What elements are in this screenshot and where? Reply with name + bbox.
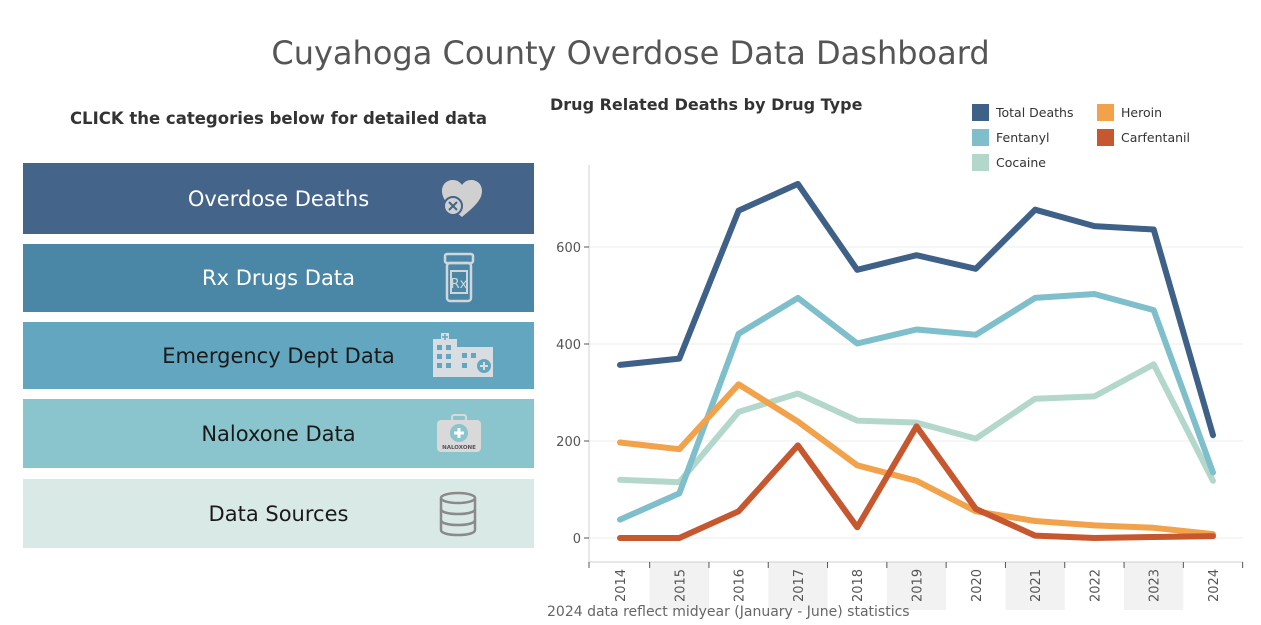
emergency-dept-data-label: Emergency Dept Data [162,343,395,368]
x-tick-label: 2015 [673,569,688,602]
rx-drugs-data-button[interactable]: Rx Drugs Data Rx [23,244,534,312]
legend-label: Heroin [1121,105,1162,120]
series-line-fentanyl [617,291,1216,523]
x-tick-label: 2024 [1207,569,1222,602]
column-band [1005,562,1065,610]
naloxone-data-button[interactable]: Naloxone Data NALOXONE [23,399,534,468]
emergency-dept-data-button[interactable]: Emergency Dept Data [23,322,534,389]
legend-item[interactable]: Heroin [1097,104,1162,121]
chart-legend: Total Deaths Fentanyl Cocaine Heroin Carfent… [972,104,1212,176]
column-band [1124,562,1184,610]
pill-bottle-icon: Rx [443,244,475,312]
series-line-heroin [617,381,1216,538]
legend-label: Carfentanil [1121,130,1190,145]
x-tick-label: 2018 [851,569,866,602]
y-tick-label: 600 [556,241,581,256]
column-band [649,562,709,610]
rx-drugs-data-label: Rx Drugs Data [202,266,355,290]
naloxone-kit-icon: NALOXONE [435,399,483,468]
chart-title: Drug Related Deaths by Drug Type [550,95,863,114]
data-sources-label: Data Sources [208,501,349,526]
overdose-deaths-label: Overdose Deaths [187,186,370,211]
heart-x-icon [440,163,484,234]
column-band [768,562,828,610]
legend-swatch [972,154,989,171]
x-tick-label: 2022 [1088,569,1103,602]
legend-label: Total Deaths [996,105,1074,120]
legend-swatch [972,104,989,121]
y-tick-label: 400 [556,338,581,353]
x-tick-label: 2021 [1029,569,1044,602]
legend-label: Cocaine [996,155,1046,170]
legend-item[interactable]: Cocaine [972,154,1046,171]
svg-text:Rx: Rx [451,277,468,292]
database-icon [438,479,478,548]
legend-swatch [1097,104,1114,121]
legend-swatch [1097,129,1114,146]
data-sources-button[interactable]: Data Sources [23,479,534,548]
overdose-deaths-button[interactable]: Overdose Deaths [23,163,534,234]
x-tick-label: 2019 [911,569,926,602]
click-hint: CLICK the categories below for detailed … [69,109,488,128]
legend-item[interactable]: Carfentanil [1097,129,1190,146]
series-line-carfentanil [617,423,1216,541]
hospital-icon [431,322,495,389]
x-tick-label: 2020 [970,569,985,602]
x-tick-label: 2023 [1148,569,1163,602]
y-tick-label: 200 [556,435,581,450]
footnote: 2024 data reflect midyear (January - Jun… [547,604,910,620]
line-chart: 0 200 400 600 2014 2015 2016 2017 2018 2019 2020 20… [556,165,1244,610]
column-band [886,562,947,610]
series-line-total-deaths [617,180,1216,439]
x-tick-label: 2017 [792,569,807,602]
page-title: Cuyahoga County Overdose Data Dashboard [271,34,990,72]
legend-label: Fentanyl [996,130,1050,145]
series-line-cocaine [617,361,1216,486]
legend-item[interactable]: Total Deaths [972,104,1073,121]
naloxone-data-label: Naloxone Data [201,421,356,446]
legend-item[interactable]: Fentanyl [972,129,1049,146]
y-tick-label: 0 [573,532,581,547]
legend-swatch [972,129,989,146]
x-tick-label: 2014 [614,569,629,602]
x-tick-label: 2016 [733,569,748,602]
svg-text:NALOXONE: NALOXONE [442,445,476,451]
